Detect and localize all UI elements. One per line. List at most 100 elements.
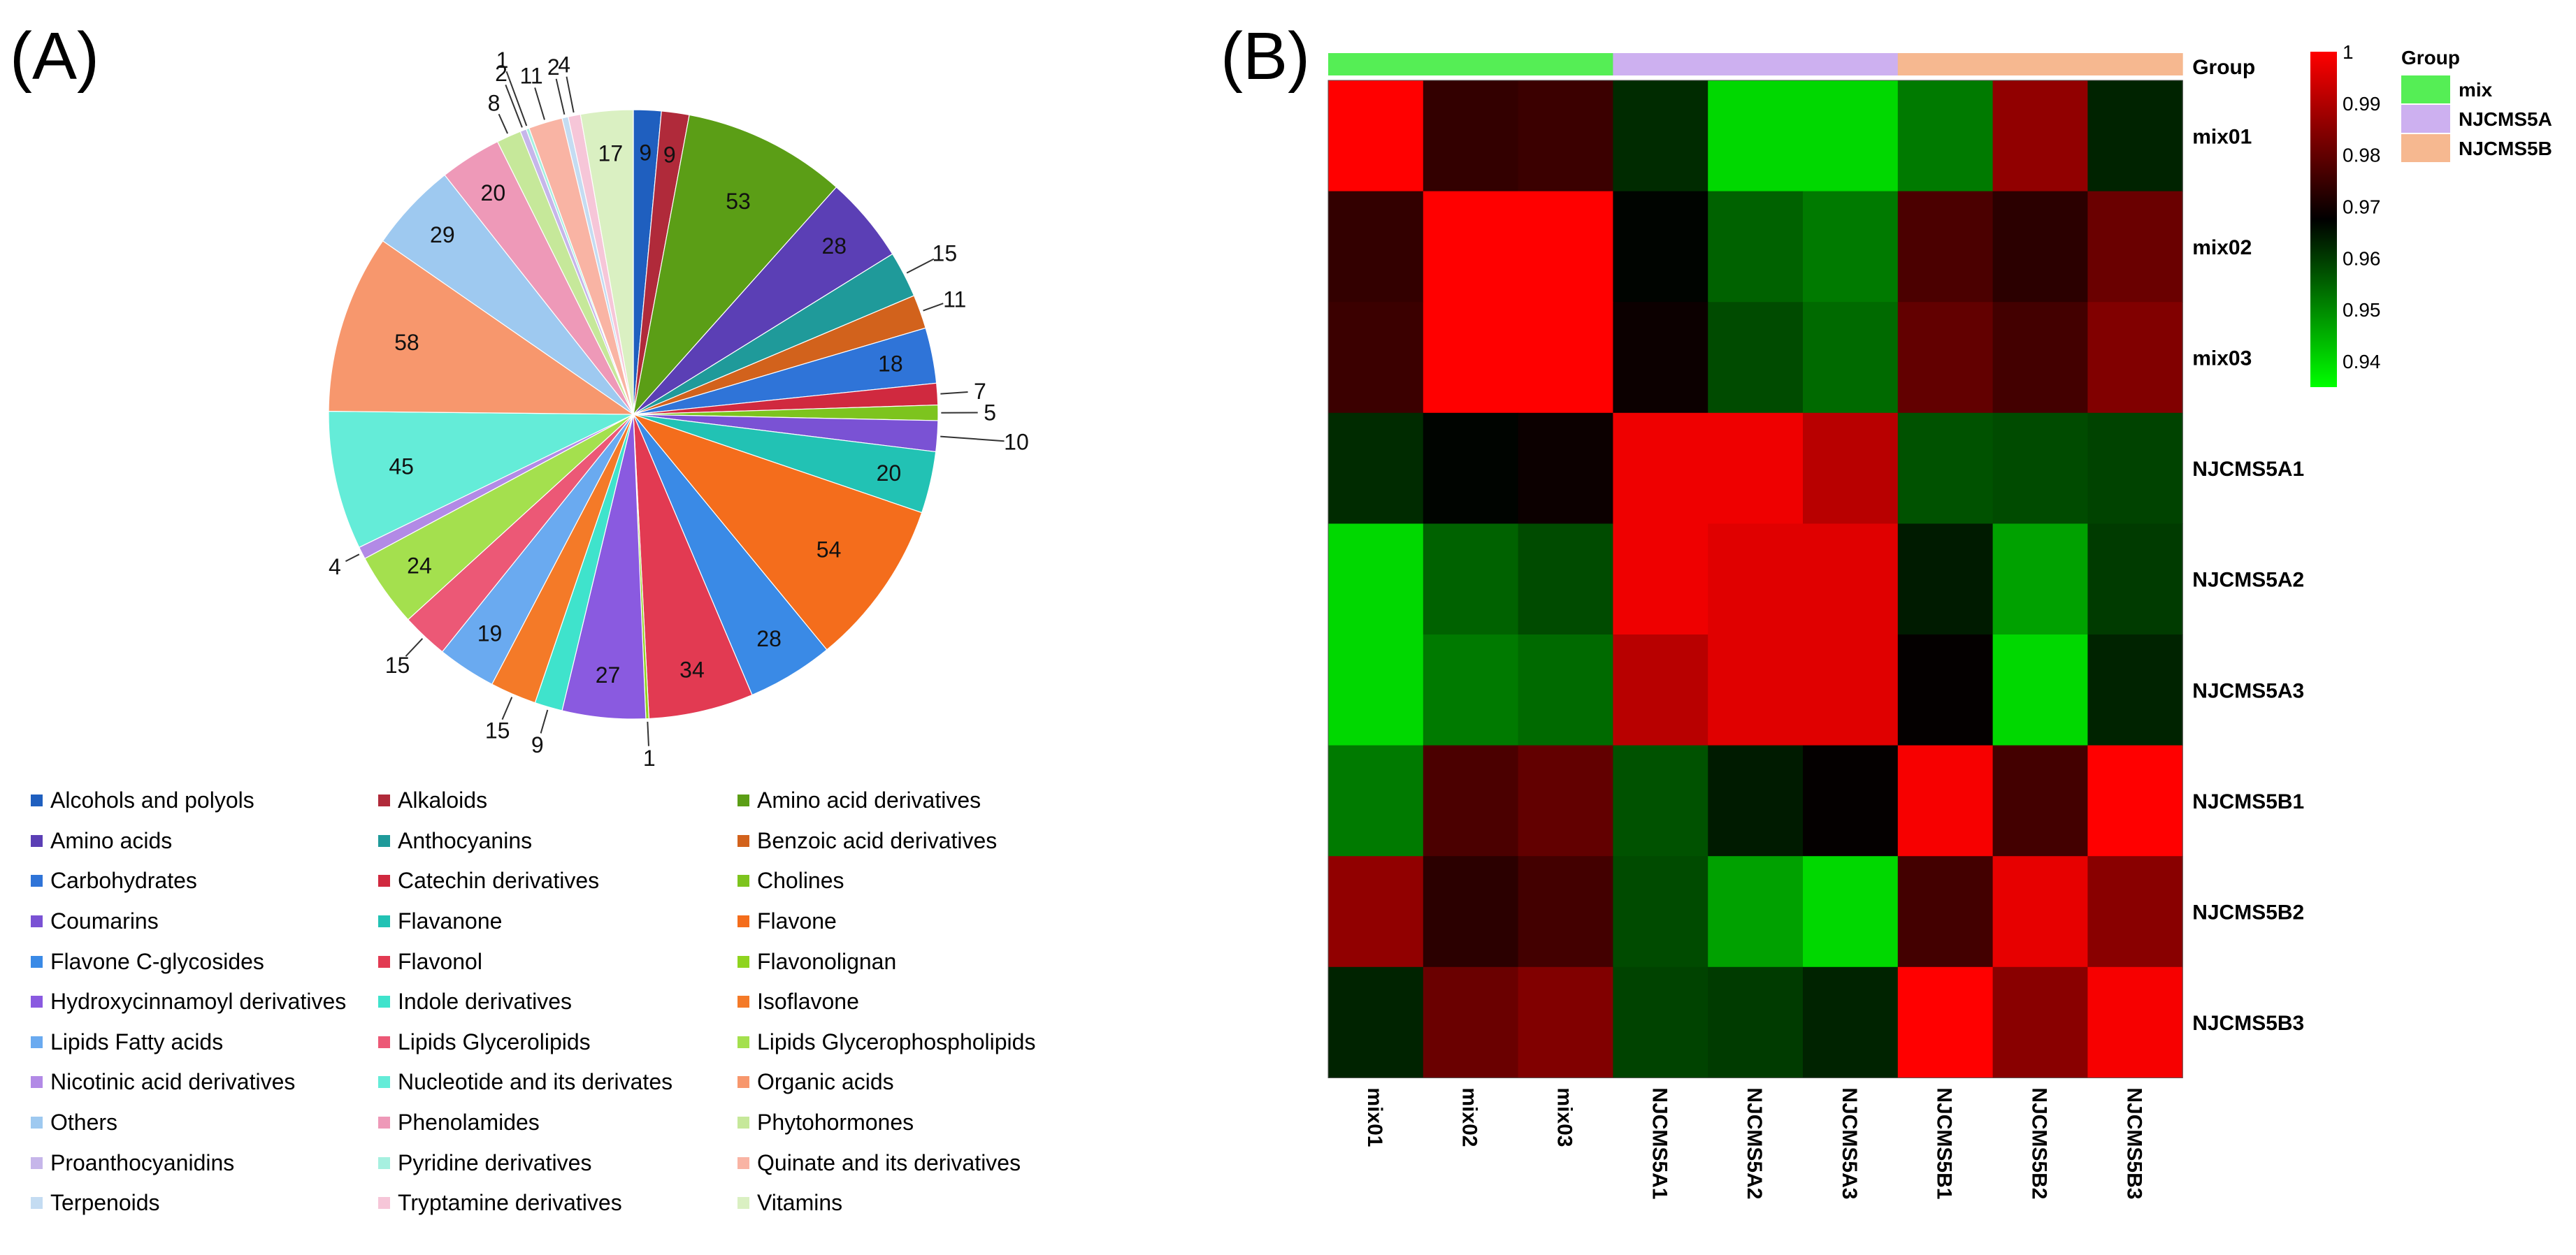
group-legend-label: NJCMS5B xyxy=(2459,138,2552,159)
heatmap-cell xyxy=(1423,745,1519,857)
pie-slice-label: 5 xyxy=(984,400,996,425)
legend-item-benzoic-acid-derivatives: Benzoic acid derivatives xyxy=(737,821,1157,862)
legend-label: Alkaloids xyxy=(398,788,488,813)
heatmap-cell xyxy=(1803,191,1899,303)
legend-label: Hydroxycinnamoyl derivatives xyxy=(50,989,347,1015)
legend-item-proanthocyanidins: Proanthocyanidins xyxy=(31,1142,378,1183)
legend-label: Lipids Glycerophospholipids xyxy=(757,1029,1036,1054)
legend-swatch xyxy=(378,1076,390,1089)
legend-label: Alcohols and polyols xyxy=(50,788,254,813)
colorbar-tick-label: 0.94 xyxy=(2343,351,2381,372)
legend-label: Anthocyanins xyxy=(398,827,533,853)
legend-label: Organic acids xyxy=(757,1069,894,1095)
pie-slice-label: 45 xyxy=(389,454,414,479)
group-annotation-cell xyxy=(1423,53,1519,75)
legend-label: Carbohydrates xyxy=(50,868,197,894)
heatmap-cell xyxy=(1708,523,1804,635)
heatmap-cell xyxy=(1992,191,2088,303)
legend-swatch xyxy=(378,1036,390,1048)
pie-slice-label: 9 xyxy=(663,143,676,168)
legend-label: Coumarins xyxy=(50,908,159,934)
heatmap-row-label: NJCMS5B3 xyxy=(2192,1012,2304,1035)
heatmap-cell xyxy=(1897,80,1994,192)
heatmap-cells xyxy=(1327,80,2183,1078)
heatmap-row-label: NJCMS5B2 xyxy=(2192,901,2304,924)
heatmap-cell xyxy=(1328,966,1424,1078)
legend-label: Flavanone xyxy=(398,908,503,934)
pie-slice-label: 20 xyxy=(877,460,902,486)
legend-swatch xyxy=(378,996,390,1008)
legend-swatch xyxy=(31,955,43,968)
pie-slice-label: 10 xyxy=(1004,429,1029,454)
legend-label: Catechin derivatives xyxy=(398,868,600,894)
heatmap-cell xyxy=(2087,191,2183,303)
heatmap-cell xyxy=(1708,302,1804,414)
heatmap-column-label: mix01 xyxy=(1363,1087,1386,1147)
heatmap-cell xyxy=(1328,191,1424,303)
heatmap-colorbar: 1 0.99 0.98 0.97 0.96 0.95 0.94 xyxy=(2310,41,2381,387)
group-annotation-bar: Group xyxy=(1328,53,2255,79)
pie-slice-vitamins xyxy=(580,109,634,415)
pie-slice-label: 27 xyxy=(596,662,621,688)
pie-slice-label: 4 xyxy=(558,52,570,78)
group-annotation-cell xyxy=(2087,53,2183,75)
heatmap-cell xyxy=(1613,966,1708,1078)
heatmap-cell xyxy=(1423,302,1519,414)
group-legend-label: NJCMS5A xyxy=(2459,108,2552,130)
heatmap-cell xyxy=(1328,745,1424,857)
heatmap-cell xyxy=(2087,523,2183,635)
heatmap-cell xyxy=(1708,80,1804,192)
heatmap-row-label: mix03 xyxy=(2192,347,2252,370)
pie-slice-label: 19 xyxy=(477,621,503,646)
heatmap-cell xyxy=(2087,966,2183,1078)
pie-leader-line xyxy=(540,709,549,734)
legend-label: Flavone xyxy=(757,908,837,934)
heatmap-cell xyxy=(1708,191,1804,303)
legend-item-organic-acids: Organic acids xyxy=(737,1062,1157,1103)
pie-leader-line xyxy=(923,303,944,312)
pie-leader-line xyxy=(534,87,545,120)
heatmap-cell xyxy=(1518,856,1613,968)
panel-b-label: (B) xyxy=(1221,19,1310,94)
legend-label: Lipids Fatty acids xyxy=(50,1029,224,1054)
heatmap-column-label: mix02 xyxy=(1458,1087,1481,1147)
heatmap-cell xyxy=(1803,634,1899,746)
legend-swatch xyxy=(378,915,390,928)
heatmap-column-label: NJCMS5A2 xyxy=(1743,1087,1766,1199)
legend-item-nucleotide-and-its-derivates: Nucleotide and its derivates xyxy=(378,1062,737,1103)
group-annotation-cell xyxy=(1518,53,1613,75)
heatmap-column-labels: mix01 mix02 mix03 NJCMS5A1 NJCMS5A2 NJCMS5A3 N… xyxy=(1363,1087,2145,1199)
group-legend-swatch xyxy=(2401,134,2450,162)
colorbar-tick-label: 0.96 xyxy=(2343,247,2381,269)
legend-swatch xyxy=(31,875,43,887)
pie-slice-label: 1 xyxy=(643,746,656,771)
pie-slice-flavone xyxy=(632,413,923,651)
legend-item-flavanone: Flavanone xyxy=(378,901,737,942)
pie-leader-line xyxy=(505,85,523,128)
legend-swatch xyxy=(31,1036,43,1048)
heatmap-column-label: NJCMS5B2 xyxy=(2028,1087,2051,1199)
legend-swatch xyxy=(737,915,749,928)
pie-slice-label: 9 xyxy=(639,140,652,165)
pie-slice-label: 15 xyxy=(385,653,410,678)
heatmap-cell xyxy=(1803,523,1899,635)
heatmap-cell xyxy=(2087,745,2183,857)
legend-item-pyridine-derivatives: Pyridine derivatives xyxy=(378,1142,737,1183)
heatmap-cell xyxy=(1518,966,1613,1078)
legend-swatch xyxy=(737,1197,749,1210)
heatmap-cell xyxy=(1992,856,2088,968)
legend-swatch xyxy=(737,795,749,807)
legend-label: Phenolamides xyxy=(398,1110,540,1136)
group-annotation-cell xyxy=(1708,53,1804,75)
pie-leader-line xyxy=(345,553,360,563)
pie-leader-line xyxy=(940,391,968,395)
heatmap-column-label: NJCMS5A1 xyxy=(1648,1087,1671,1199)
colorbar-gradient xyxy=(2310,52,2337,387)
heatmap-cell xyxy=(1518,523,1613,635)
heatmap-cell xyxy=(2087,302,2183,414)
heatmap-row-label: NJCMS5A1 xyxy=(2192,458,2304,481)
heatmap-cell xyxy=(1423,966,1519,1078)
heatmap-cell xyxy=(2087,412,2183,524)
pie-slice-label: 17 xyxy=(598,140,624,166)
heatmap-cell xyxy=(1992,634,2088,746)
